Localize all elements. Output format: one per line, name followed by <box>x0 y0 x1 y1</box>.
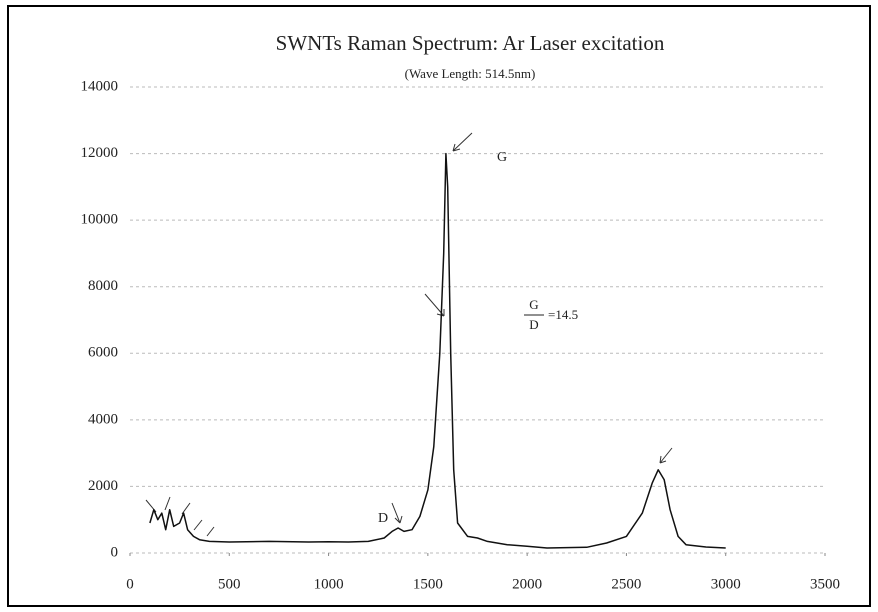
y-tick-label: 2000 <box>88 478 118 494</box>
x-tick-label: 500 <box>218 576 241 592</box>
y-tick-label: 14000 <box>81 78 119 94</box>
y-tick-label: 4000 <box>88 411 118 427</box>
y-tick-label: 8000 <box>88 278 118 294</box>
y-tick-label: 6000 <box>88 345 118 361</box>
x-tick-label: 3500 <box>810 576 840 592</box>
ratio-denominator: D <box>529 317 538 332</box>
x-tick-label: 1500 <box>413 576 443 592</box>
x-tick-label: 3000 <box>711 576 741 592</box>
y-tick-label: 10000 <box>81 212 119 228</box>
frame <box>7 5 871 607</box>
chart-title: SWNTs Raman Spectrum: Ar Laser excitatio… <box>276 31 665 55</box>
spectrum-line <box>149 152 726 549</box>
y-tick-label: 0 <box>111 544 119 560</box>
peak-label: D <box>378 511 388 526</box>
arrows <box>145 132 673 537</box>
peak-label: G <box>497 150 507 165</box>
x-tick-label: 1000 <box>314 576 344 592</box>
x-tick-label: 0 <box>126 576 134 592</box>
chart-subtitle: (Wave Length: 514.5nm) <box>405 66 536 81</box>
y-tick-label: 12000 <box>81 145 119 161</box>
x-tick-label: 2500 <box>611 576 641 592</box>
x-tick-label: 2000 <box>512 576 542 592</box>
ratio-numerator: G <box>529 297 538 312</box>
ratio-value: =14.5 <box>548 307 578 322</box>
